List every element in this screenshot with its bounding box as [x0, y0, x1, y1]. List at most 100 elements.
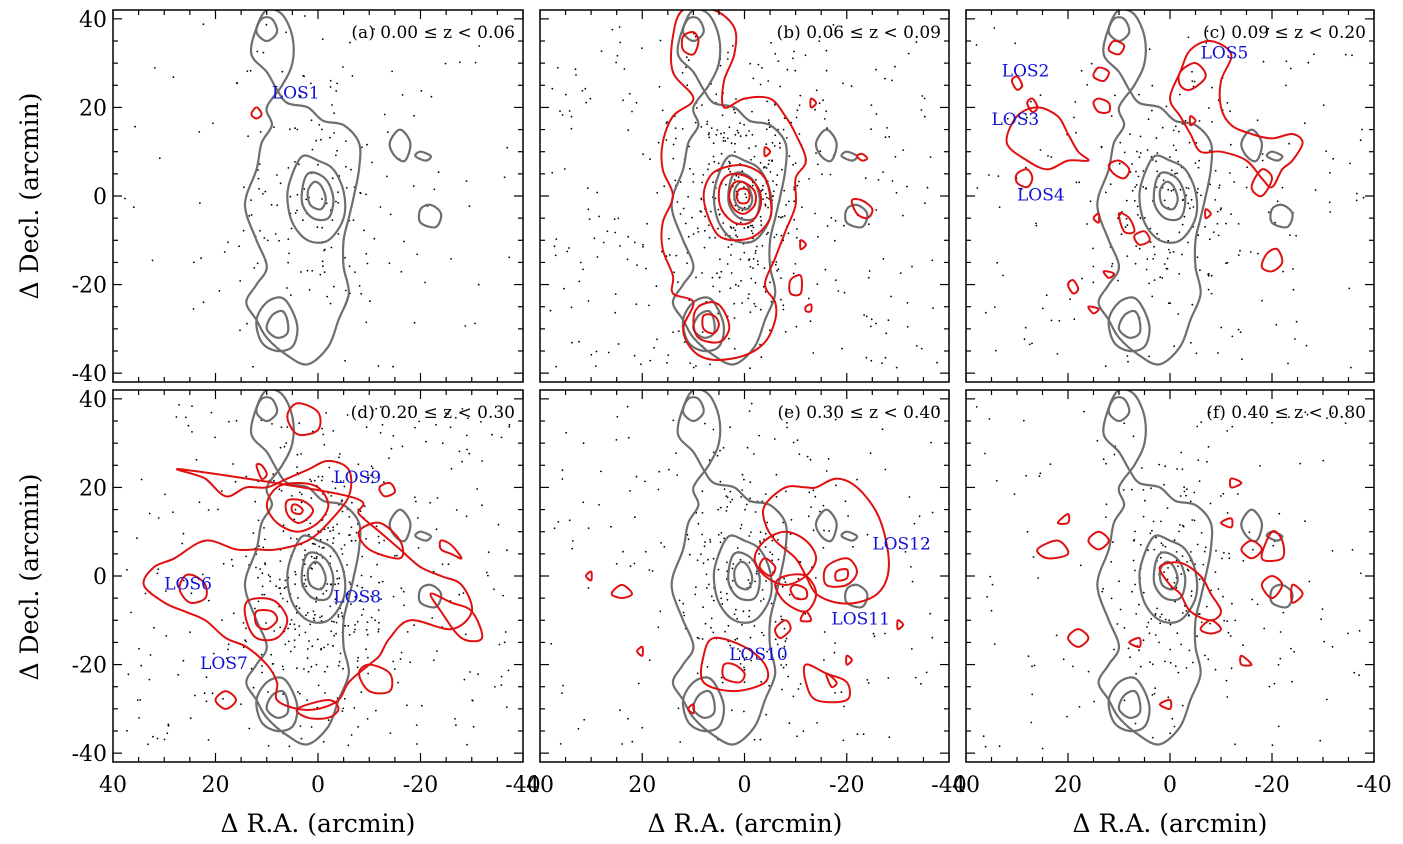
- galaxy-point: [436, 650, 438, 652]
- galaxy-point: [468, 205, 471, 208]
- galaxy-point: [799, 94, 802, 97]
- galaxy-point: [783, 215, 786, 217]
- galaxy-point: [1148, 282, 1150, 285]
- galaxy-point: [1125, 217, 1128, 220]
- plot-area: [126, 390, 511, 748]
- galaxy-point: [1170, 190, 1173, 192]
- galaxy-point: [1119, 141, 1122, 144]
- galaxy-point: [1223, 619, 1226, 622]
- galaxy-point: [747, 579, 750, 581]
- galaxy-point: [240, 703, 242, 705]
- galaxy-point: [1239, 331, 1242, 334]
- galaxy-point: [163, 738, 166, 741]
- galaxy-point: [366, 262, 369, 265]
- galaxy-point: [418, 420, 421, 423]
- galaxy-point: [306, 657, 309, 660]
- galaxy-point: [1162, 544, 1164, 547]
- galaxy-point: [259, 131, 262, 133]
- galaxy-point: [615, 61, 617, 64]
- galaxy-point: [1179, 524, 1181, 526]
- galaxy-point: [759, 215, 762, 218]
- galaxy-point: [882, 171, 884, 174]
- galaxy-point: [1035, 224, 1038, 227]
- los-label: LOS7: [200, 654, 248, 674]
- galaxy-point: [285, 442, 288, 444]
- galaxy-point: [1231, 335, 1234, 338]
- galaxy-point: [703, 246, 706, 249]
- galaxy-point: [730, 272, 733, 274]
- galaxy-point: [864, 177, 867, 180]
- reference-contour-line: [417, 583, 443, 609]
- galaxy-point: [157, 517, 160, 519]
- galaxy-point: [222, 697, 224, 700]
- galaxy-point: [737, 648, 739, 650]
- galaxy-point: [1135, 672, 1137, 675]
- galaxy-point: [746, 446, 749, 449]
- galaxy-point: [719, 449, 721, 452]
- galaxy-point: [296, 466, 298, 468]
- galaxy-point: [1039, 472, 1042, 475]
- galaxy-point: [347, 744, 350, 747]
- galaxy-point: [303, 582, 306, 585]
- galaxy-point: [731, 567, 734, 570]
- galaxy-point: [321, 128, 323, 131]
- galaxy-point: [296, 667, 298, 670]
- galaxy-point: [310, 665, 313, 668]
- slice-contour-line: [142, 459, 474, 711]
- galaxy-point: [1172, 129, 1175, 132]
- galaxy-point: [814, 212, 816, 215]
- reference-contour-line: [1240, 508, 1264, 543]
- galaxy-point: [711, 276, 714, 279]
- galaxy-point: [263, 237, 266, 239]
- galaxy-point: [156, 737, 159, 740]
- galaxy-point: [1344, 422, 1347, 424]
- galaxy-point: [823, 659, 825, 661]
- galaxy-point: [1083, 410, 1085, 413]
- galaxy-point: [701, 181, 704, 184]
- slice-contour-line: [265, 482, 330, 533]
- galaxy-point: [816, 722, 818, 724]
- galaxy-point: [181, 542, 184, 545]
- galaxy-point: [839, 36, 842, 39]
- galaxy-point: [276, 174, 278, 176]
- galaxy-point: [575, 74, 577, 76]
- galaxy-point: [242, 646, 245, 649]
- galaxy-point: [136, 699, 139, 701]
- galaxy-point: [1181, 612, 1184, 614]
- galaxy-point: [1142, 489, 1145, 491]
- galaxy-point: [1225, 222, 1227, 225]
- galaxy-point: [1273, 682, 1276, 685]
- galaxy-point: [494, 686, 496, 688]
- galaxy-point: [306, 269, 309, 272]
- galaxy-point: [929, 156, 932, 159]
- galaxy-point: [1191, 80, 1194, 82]
- galaxy-point: [658, 470, 661, 473]
- galaxy-point: [756, 260, 759, 262]
- galaxy-point: [663, 545, 666, 548]
- galaxy-point: [335, 621, 338, 624]
- galaxy-points: [975, 406, 1362, 750]
- galaxy-point: [870, 128, 872, 131]
- galaxy-point: [765, 713, 767, 716]
- galaxy-point: [727, 624, 730, 627]
- galaxy-point: [1181, 555, 1184, 557]
- galaxy-point: [335, 602, 338, 605]
- galaxy-point: [1146, 149, 1149, 151]
- galaxy-point: [906, 326, 909, 328]
- galaxy-point: [788, 722, 791, 725]
- galaxy-point: [721, 114, 724, 117]
- galaxy-point: [729, 426, 731, 429]
- galaxy-point: [287, 261, 289, 264]
- slice-contour-line: [660, 10, 807, 362]
- galaxy-point: [1156, 170, 1159, 173]
- galaxy-point: [153, 626, 155, 629]
- galaxy-point: [338, 577, 341, 580]
- galaxy-point: [822, 99, 824, 102]
- reference-contour-line: [1096, 10, 1214, 366]
- galaxy-point: [289, 537, 292, 540]
- galaxy-point: [503, 176, 506, 179]
- galaxy-point: [747, 226, 749, 229]
- galaxy-point: [722, 140, 725, 142]
- galaxy-point: [331, 104, 333, 106]
